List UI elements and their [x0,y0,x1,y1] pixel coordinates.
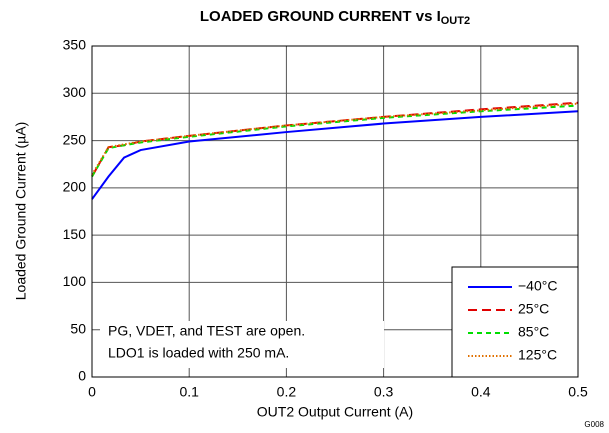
x-tick-label: 0.4 [471,384,491,400]
y-tick-label: 250 [63,131,87,147]
annotation-box [100,321,384,368]
y-tick-label: 350 [63,37,87,53]
title-main: LOADED GROUND CURRENT vs I [200,8,441,25]
legend-box [451,266,579,378]
y-tick-label: 100 [63,273,87,289]
series-line [91,101,579,177]
y-tick-label: 150 [63,226,87,242]
title-subscript: OUT2 [441,15,470,27]
y-tick-label: 300 [63,84,87,100]
y-tick-label: 0 [78,368,86,384]
x-axis-label: OUT2 Output Current (A) [257,404,413,420]
series-line [91,104,579,178]
y-tick-label: 200 [63,179,87,195]
chart-title: LOADED GROUND CURRENT vs IOUT2 [200,8,470,27]
legend-label: 125°C [518,347,557,363]
x-tick-label: 0 [88,384,96,400]
annotation: PG, VDET, and TEST are open. [108,323,305,339]
series-line [91,110,579,200]
x-tick-label: 0.1 [179,384,199,400]
y-axis-label: Loaded Ground Current (µA) [13,122,29,301]
plot-frame [91,45,579,378]
legend-label: 85°C [518,324,549,340]
figure-id: G008 [584,420,604,429]
annotation: LDO1 is loaded with 250 mA. [108,345,289,361]
legend-label: −40°C [518,278,557,294]
legend-label: 25°C [518,301,549,317]
x-tick-label: 0.2 [277,384,297,400]
x-tick-label: 0.3 [374,384,394,400]
x-tick-label: 0.5 [568,384,588,400]
y-tick-label: 50 [70,320,86,336]
